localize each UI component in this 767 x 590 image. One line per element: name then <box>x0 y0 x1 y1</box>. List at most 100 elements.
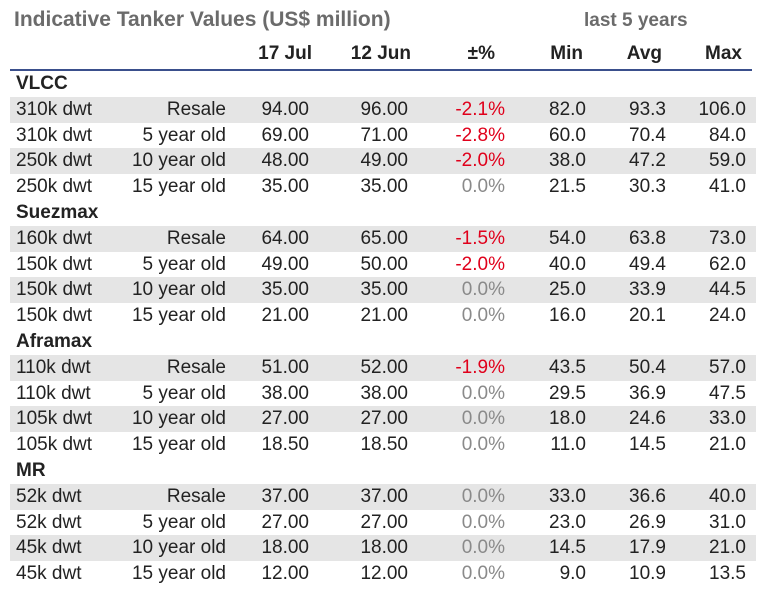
change-cell: -1.5% <box>455 227 505 249</box>
change-cell: 0.0% <box>461 485 505 507</box>
table-row: 45k dwt 15 year old 12.00 12.00 0.0% 9.0 10.9 1… <box>10 561 756 587</box>
max-cell: 47.5 <box>709 382 746 404</box>
last-5-years-label: last 5 years <box>584 10 688 31</box>
max-cell: 31.0 <box>709 511 746 533</box>
change-cell: 0.0% <box>461 279 505 301</box>
jul-value-cell: 18.50 <box>261 434 309 456</box>
avg-cell: 47.2 <box>629 150 666 172</box>
max-cell: 44.5 <box>709 279 746 301</box>
avg-cell: 33.9 <box>629 279 666 301</box>
jul-value-cell: 21.00 <box>261 305 309 327</box>
age-cell: 15 year old <box>131 434 226 456</box>
max-cell: 73.0 <box>709 227 746 249</box>
jul-value-cell: 12.00 <box>261 563 309 585</box>
min-cell: 43.5 <box>549 356 586 378</box>
age-cell: 15 year old <box>131 563 226 585</box>
age-cell: 5 year old <box>142 253 226 275</box>
avg-cell: 63.8 <box>629 227 666 249</box>
table-row: 150k dwt 15 year old 21.00 21.00 0.0% 16.0 20.… <box>10 303 756 329</box>
max-cell: 41.0 <box>709 176 746 198</box>
header-rule <box>10 69 752 71</box>
col-header-12-jun: 12 Jun <box>350 43 411 64</box>
jul-value-cell: 27.00 <box>261 511 309 533</box>
jun-value-cell: 52.00 <box>360 356 408 378</box>
min-cell: 18.0 <box>549 408 586 430</box>
jun-value-cell: 18.00 <box>360 537 408 559</box>
age-cell: Resale <box>166 98 226 120</box>
size-cell: 110k dwt <box>16 382 91 404</box>
min-cell: 38.0 <box>549 150 586 172</box>
age-cell: Resale <box>166 485 226 507</box>
max-cell: 33.0 <box>709 408 746 430</box>
min-cell: 23.0 <box>549 511 586 533</box>
change-cell: 0.0% <box>461 382 505 404</box>
table-row: 160k dwt Resale 64.00 65.00 -1.5% 54.0 63.8 73.… <box>10 225 756 252</box>
min-cell: 54.0 <box>549 227 586 249</box>
col-header-avg: Avg <box>626 43 662 64</box>
age-cell: Resale <box>166 227 226 249</box>
age-cell: 5 year old <box>142 382 226 404</box>
age-cell: 5 year old <box>142 124 226 146</box>
section-label: MR <box>16 459 46 481</box>
table-row: 150k dwt 10 year old 35.00 35.00 0.0% 25.0 33.… <box>10 277 756 304</box>
size-cell: 110k dwt <box>16 356 91 378</box>
avg-cell: 50.4 <box>629 356 666 378</box>
jul-value-cell: 37.00 <box>261 485 309 507</box>
min-cell: 25.0 <box>549 279 586 301</box>
jul-value-cell: 49.00 <box>261 253 309 275</box>
table-title: Indicative Tanker Values (US$ million) <box>14 8 391 31</box>
jun-value-cell: 35.00 <box>360 176 408 198</box>
change-cell: -2.8% <box>455 124 505 146</box>
change-cell: 0.0% <box>461 511 505 533</box>
table-row: 250k dwt 15 year old 35.00 35.00 0.0% 21.5 30.… <box>10 174 756 200</box>
size-cell: 45k dwt <box>16 563 82 585</box>
age-cell: Resale <box>166 356 226 378</box>
size-cell: 150k dwt <box>16 279 93 301</box>
size-cell: 105k dwt <box>16 434 93 456</box>
min-cell: 16.0 <box>549 305 586 327</box>
size-cell: 105k dwt <box>16 408 93 430</box>
jul-value-cell: 94.00 <box>261 98 309 120</box>
jul-value-cell: 64.00 <box>261 227 309 249</box>
section-header-aframax: Aframax <box>10 329 756 355</box>
change-cell: 0.0% <box>461 434 505 456</box>
jul-value-cell: 51.00 <box>261 356 309 378</box>
max-cell: 40.0 <box>709 485 746 507</box>
size-cell: 310k dwt <box>16 124 93 146</box>
max-cell: 106.0 <box>698 98 746 120</box>
section-header-vlcc: VLCC <box>10 71 756 97</box>
size-cell: 160k dwt <box>16 227 93 249</box>
table-body: VLCC 310k dwt Resale 94.00 96.00 -2.1% 82.0 93.… <box>10 71 756 587</box>
age-cell: 10 year old <box>131 150 226 172</box>
jun-value-cell: 18.50 <box>360 434 408 456</box>
jul-value-cell: 69.00 <box>261 124 309 146</box>
min-cell: 33.0 <box>549 485 586 507</box>
max-cell: 21.0 <box>709 434 746 456</box>
table-row: 110k dwt 5 year old 38.00 38.00 0.0% 29.5 36.9… <box>10 381 756 407</box>
table-row: 310k dwt Resale 94.00 96.00 -2.1% 82.0 93.3 106… <box>10 96 756 123</box>
avg-cell: 26.9 <box>629 511 666 533</box>
jul-value-cell: 18.00 <box>261 537 309 559</box>
change-cell: 0.0% <box>461 408 505 430</box>
jul-value-cell: 38.00 <box>261 382 309 404</box>
avg-cell: 17.9 <box>629 537 666 559</box>
jun-value-cell: 35.00 <box>360 279 408 301</box>
change-cell: -2.1% <box>455 98 505 120</box>
section-header-suezmax: Suezmax <box>10 200 756 226</box>
min-cell: 11.0 <box>550 434 586 456</box>
age-cell: 5 year old <box>142 511 226 533</box>
jun-value-cell: 71.00 <box>360 124 408 146</box>
jun-value-cell: 50.00 <box>360 253 408 275</box>
jul-value-cell: 27.00 <box>261 408 309 430</box>
size-cell: 250k dwt <box>16 150 93 172</box>
table-row: 310k dwt 5 year old 69.00 71.00 -2.8% 60.0 70.… <box>10 123 756 149</box>
col-header-17-jul: 17 Jul <box>258 43 312 64</box>
max-cell: 62.0 <box>709 253 746 275</box>
jul-value-cell: 35.00 <box>261 279 309 301</box>
jun-value-cell: 12.00 <box>360 563 408 585</box>
min-cell: 60.0 <box>549 124 586 146</box>
size-cell: 45k dwt <box>16 537 82 559</box>
col-header-change: ±% <box>467 43 495 64</box>
avg-cell: 20.1 <box>629 305 666 327</box>
section-label: Suezmax <box>16 201 99 223</box>
